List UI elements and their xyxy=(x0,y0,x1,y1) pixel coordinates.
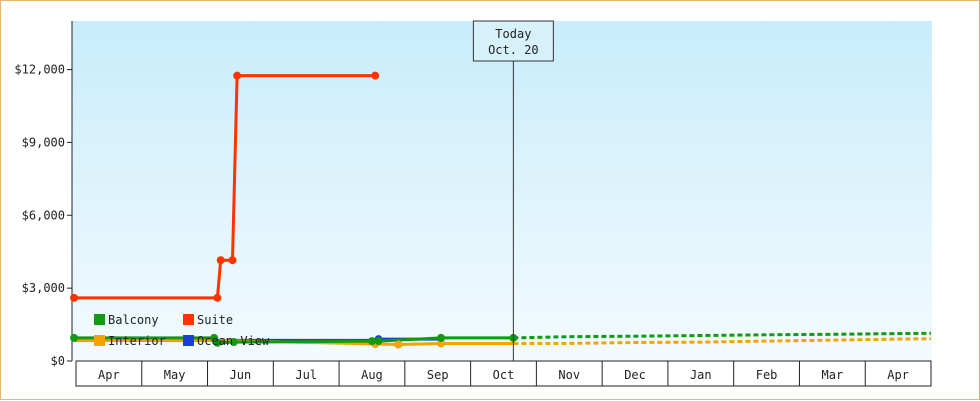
y-axis: $0 $3,000 $6,000 $9,000 $12,000 xyxy=(14,21,73,368)
legend-swatch-interior xyxy=(94,335,105,346)
data-point-suite xyxy=(216,256,225,265)
data-point-balcony xyxy=(70,333,79,342)
x-tick-label: Jan xyxy=(690,368,712,382)
legend: Balcony Suite Interior Ocean View xyxy=(94,313,270,348)
data-point-balcony xyxy=(437,333,446,342)
x-tick-label: Dec xyxy=(624,368,646,382)
data-point-balcony xyxy=(213,338,222,347)
marker-layer xyxy=(70,71,518,349)
x-tick-label: May xyxy=(164,368,186,382)
data-point-suite xyxy=(233,71,242,80)
x-tick-label: Jun xyxy=(230,368,252,382)
x-tick-label: Apr xyxy=(887,368,909,382)
legend-entry-interior: Interior xyxy=(108,334,166,348)
today-box xyxy=(472,20,554,62)
series-line-suite xyxy=(74,74,376,300)
x-tick-label: Mar xyxy=(822,368,844,382)
x-tick-label: Sep xyxy=(427,368,449,382)
data-point-balcony xyxy=(367,337,376,346)
data-point-interior xyxy=(437,339,446,348)
x-tick-label: Jul xyxy=(295,368,317,382)
x-axis: Apr May Jun Jul Aug Sep Oct Nov Dec Jan Feb Mar Apr xyxy=(75,360,932,387)
x-tick-label: Apr xyxy=(98,368,120,382)
legend-entry-suite: Suite xyxy=(197,313,233,327)
series-forecast-interior xyxy=(513,337,932,345)
y-tick-label: $6,000 xyxy=(22,208,65,222)
legend-entry-ocean-view: Ocean View xyxy=(197,334,270,348)
y-tick-label: $3,000 xyxy=(22,281,65,295)
today-date: Oct. 20 xyxy=(488,43,539,57)
legend-swatch-balcony xyxy=(94,314,105,325)
legend-entry-balcony: Balcony xyxy=(108,313,159,327)
data-point-balcony xyxy=(229,338,238,347)
today-label: Today xyxy=(495,27,531,41)
data-point-suite xyxy=(228,256,237,265)
data-point-suite xyxy=(371,71,380,80)
today-marker: Today Oct. 20 xyxy=(472,20,554,361)
x-tick-label: Nov xyxy=(558,368,580,382)
x-tick-label: Oct xyxy=(493,368,515,382)
data-point-suite xyxy=(70,293,79,302)
x-tick-label: Aug xyxy=(361,368,383,382)
y-tick-label: $0 xyxy=(51,354,65,368)
data-point-interior xyxy=(394,340,403,349)
series-forecast-balcony xyxy=(513,331,932,340)
legend-swatch-suite xyxy=(183,314,194,325)
x-tick-label: Feb xyxy=(756,368,778,382)
plot-area xyxy=(72,21,932,361)
data-point-balcony xyxy=(374,337,383,346)
y-tick-label: $9,000 xyxy=(22,135,65,149)
x-axis-band xyxy=(75,360,932,387)
data-point-suite xyxy=(213,293,222,302)
legend-swatch-ocean-view xyxy=(183,335,194,346)
y-tick-label: $12,000 xyxy=(14,63,65,77)
